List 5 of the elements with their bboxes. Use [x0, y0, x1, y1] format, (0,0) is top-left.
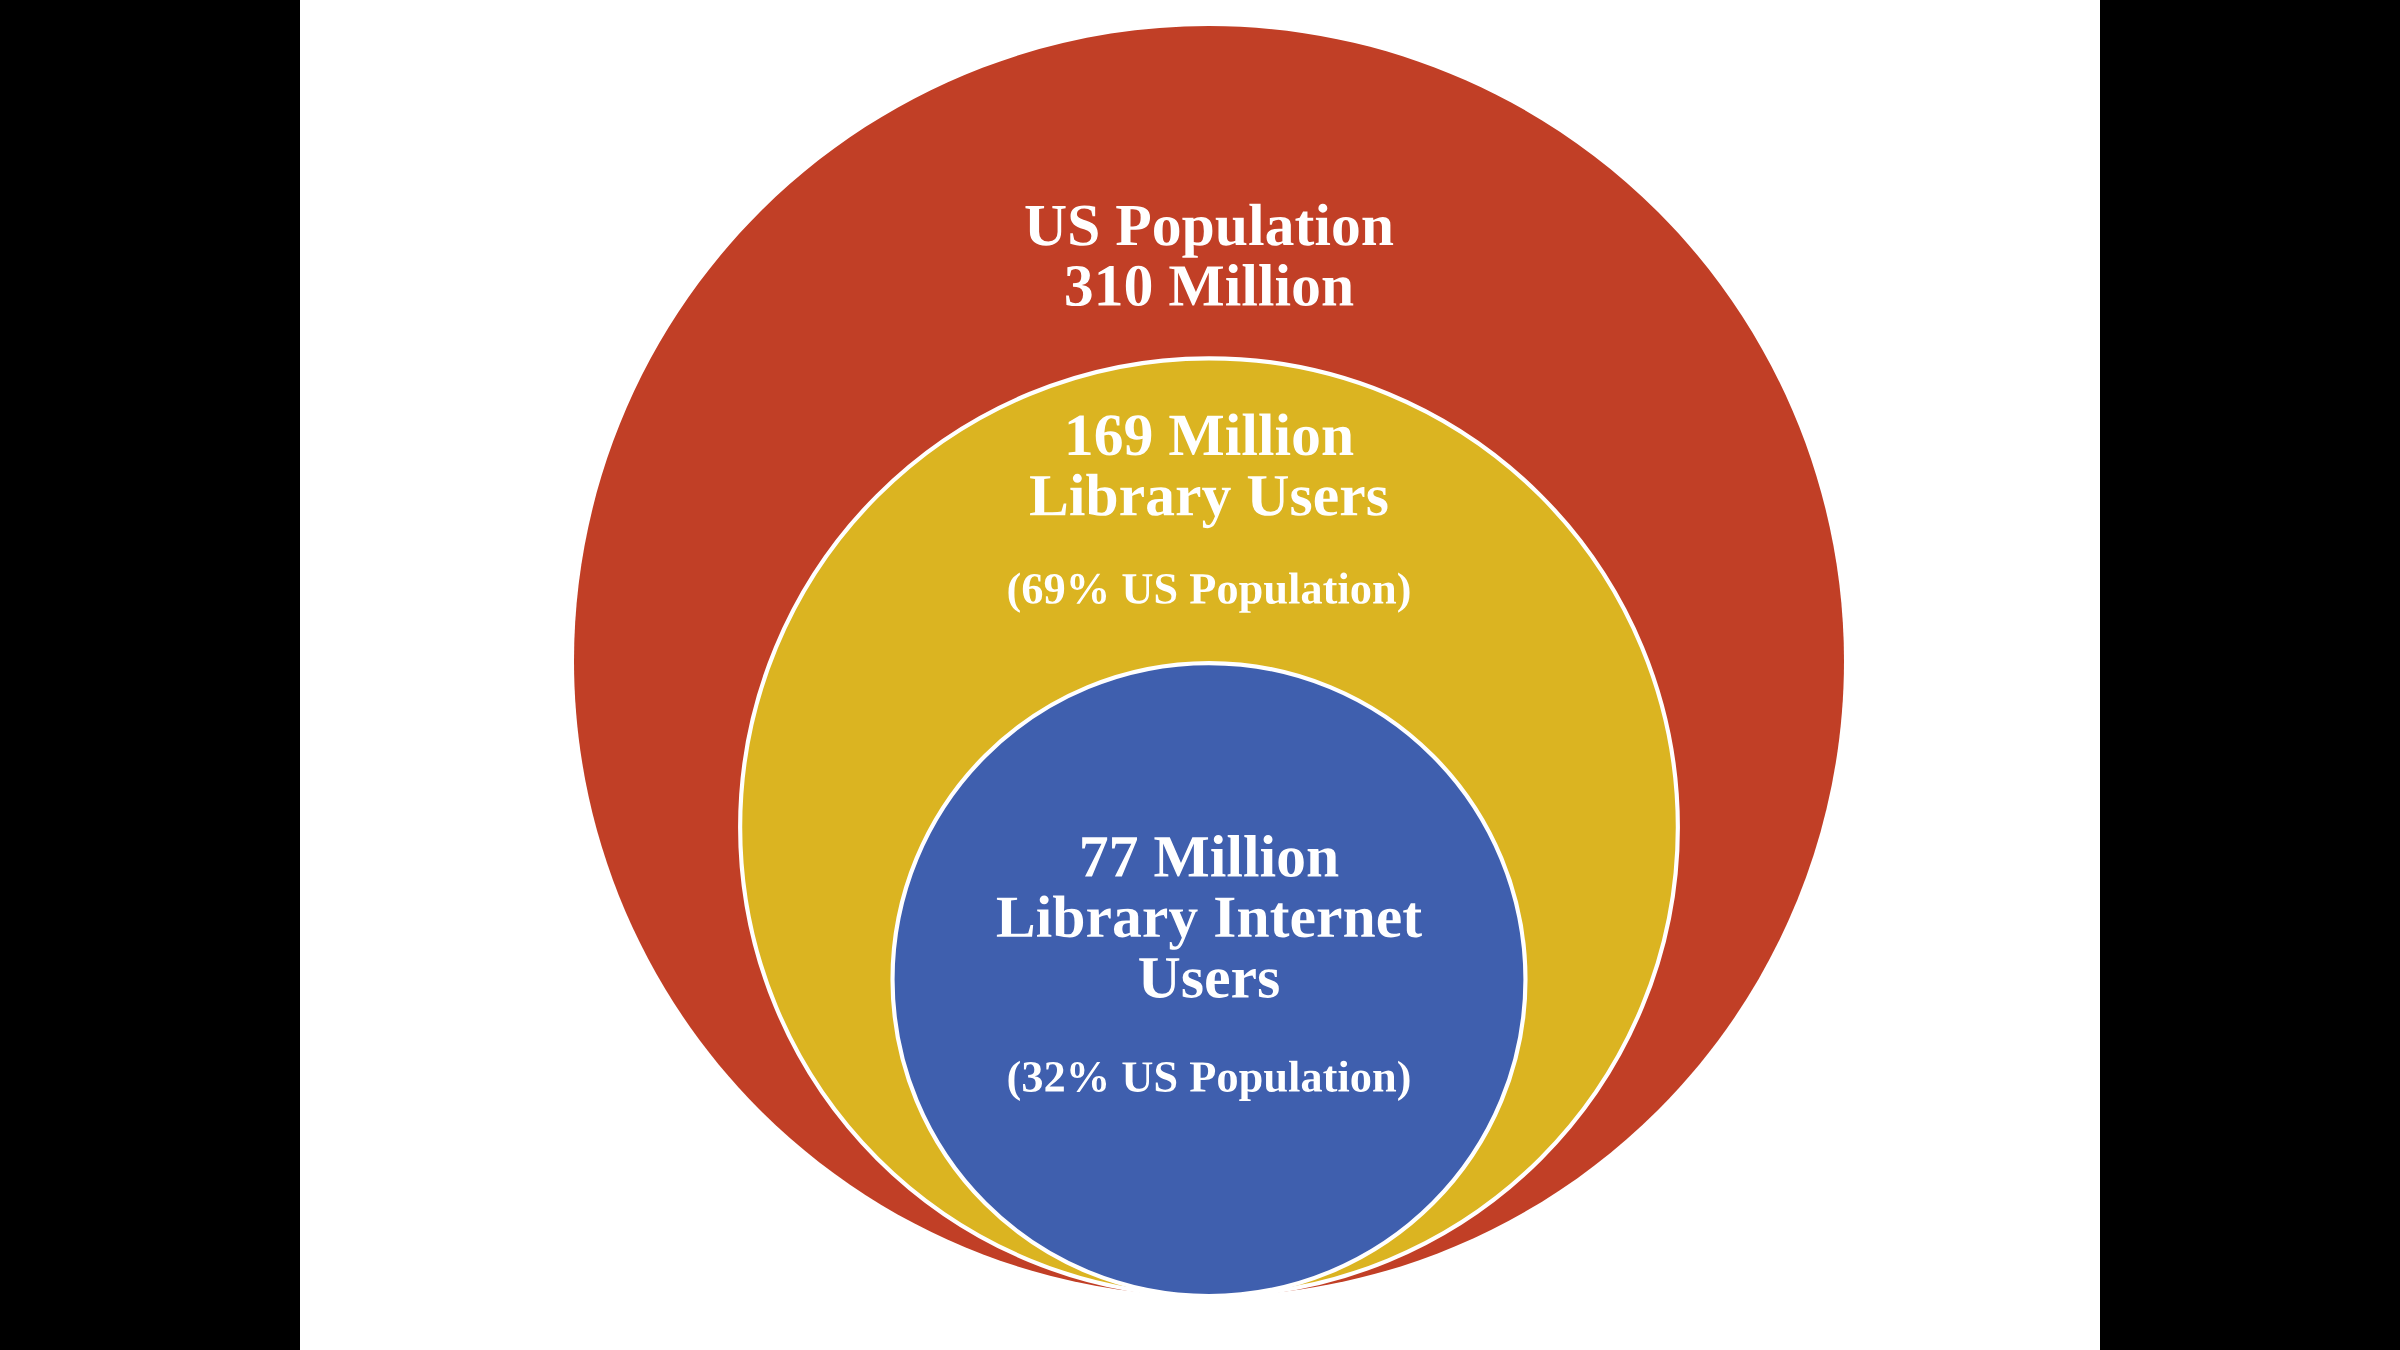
data-label: US Population 310 Million — [1025, 203, 1394, 307]
data-label: 77 Million Library Internet Users — [996, 835, 1422, 998]
text: (32% US Population) — [1008, 1060, 1410, 1101]
data-label: 169 Million Library Users — [1030, 413, 1388, 529]
text: (69% US Population) — [1008, 572, 1410, 613]
